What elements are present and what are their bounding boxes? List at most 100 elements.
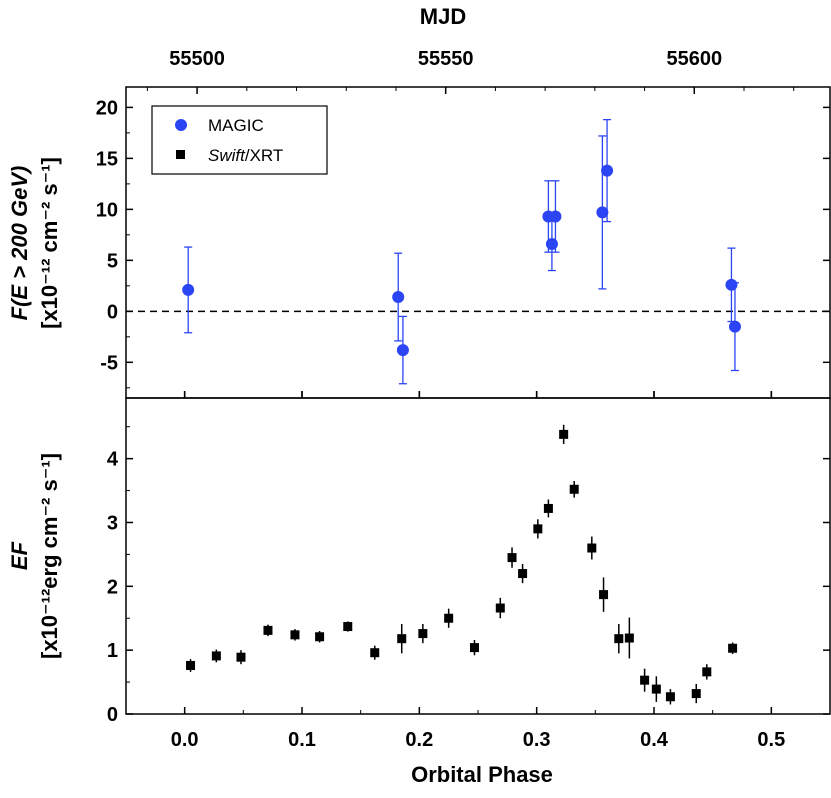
xrt-point <box>397 623 407 654</box>
legend-magic-label: MAGIC <box>208 116 264 135</box>
xrt-point <box>599 577 609 612</box>
xrt-marker <box>518 569 528 579</box>
top-y-tick-label: 5 <box>107 250 118 272</box>
top-y-axis-title-line2: [x10⁻¹² cm⁻² s⁻¹] <box>37 157 62 329</box>
xrt-marker <box>444 613 454 623</box>
xrt-point <box>691 683 701 704</box>
magic-point <box>396 315 409 385</box>
xrt-marker <box>370 648 380 658</box>
bottom-y-tick-label: 0 <box>107 704 118 726</box>
bottom-y-axis-title-line1: EF <box>7 541 32 570</box>
magic-marker <box>396 344 409 357</box>
xrt-point <box>444 608 454 628</box>
xrt-marker <box>186 660 196 670</box>
top-y-tick-label: -5 <box>100 352 118 374</box>
x-tick-label: 0.0 <box>171 729 199 751</box>
magic-marker <box>545 238 558 251</box>
xrt-point <box>236 650 246 665</box>
xrt-point <box>651 676 661 702</box>
xrt-point <box>518 563 528 584</box>
bottom-y-axis-title: EF [x10⁻¹²erg cm⁻² s⁻¹] <box>7 453 62 659</box>
magic-point <box>392 252 405 342</box>
magic-point <box>601 118 614 223</box>
bottom-panel-frame <box>125 397 831 715</box>
bottom-y-tick-label: 1 <box>107 640 118 662</box>
x-tick-label: 0.3 <box>523 729 551 751</box>
top-y-tick-label: 20 <box>96 97 118 119</box>
xrt-point <box>290 629 300 641</box>
top-y-tick-label: 0 <box>107 301 118 323</box>
xrt-marker <box>587 543 597 553</box>
xrt-marker <box>728 643 738 653</box>
legend: MAGIC Swift/XRT <box>151 105 328 175</box>
top-y-axis-title: F(E > 200 GeV) [x10⁻¹² cm⁻² s⁻¹] <box>7 157 62 329</box>
xrt-point <box>640 668 650 692</box>
legend-box <box>151 105 328 175</box>
axis-ticks: 555005555055600556500.00.10.20.30.40.5-5… <box>96 48 831 751</box>
bottom-y-axis-title-line2: [x10⁻¹²erg cm⁻² s⁻¹] <box>37 453 62 659</box>
magic-marker <box>182 283 195 296</box>
xrt-marker <box>397 634 407 644</box>
xrt-marker <box>651 684 661 694</box>
legend-magic-marker <box>175 119 187 131</box>
xrt-marker <box>469 643 479 653</box>
mjd-tick-label: 55500 <box>169 48 225 70</box>
bottom-y-tick-label: 2 <box>107 576 118 598</box>
magic-point <box>728 282 741 372</box>
xrt-marker <box>691 689 701 699</box>
magic-marker <box>601 164 614 177</box>
xrt-marker <box>263 625 273 635</box>
xrt-point <box>507 547 517 568</box>
xrt-point <box>702 664 712 680</box>
xrt-marker <box>236 652 246 662</box>
xrt-point <box>263 624 273 637</box>
x-tick-label: 0.5 <box>757 729 785 751</box>
xrt-point <box>343 621 353 632</box>
magic-point <box>549 180 562 253</box>
xrt-marker <box>211 651 221 661</box>
mjd-tick-label: 55600 <box>666 48 722 70</box>
bottom-y-tick-label: 4 <box>107 449 119 471</box>
xrt-point <box>728 642 738 654</box>
xrt-point <box>315 631 325 643</box>
magic-point <box>596 135 609 290</box>
xrt-point <box>559 424 569 444</box>
xrt-point <box>418 623 428 644</box>
x-tick-label: 0.1 <box>288 729 316 751</box>
xrt-marker <box>495 603 505 613</box>
legend-xrt-marker <box>176 150 185 159</box>
magic-point <box>182 246 195 334</box>
xrt-point <box>495 597 505 619</box>
mjd-axis-title: MJD <box>420 4 466 29</box>
xrt-marker <box>569 484 579 494</box>
xrt-marker <box>290 630 300 640</box>
xrt-marker <box>343 622 353 632</box>
xrt-marker <box>599 590 609 600</box>
xrt-marker <box>533 524 543 534</box>
xrt-marker <box>702 667 712 677</box>
legend-xrt-label: Swift/XRT <box>208 146 283 165</box>
xrt-point <box>665 689 675 705</box>
magic-marker <box>728 320 741 333</box>
magic-marker <box>596 206 609 219</box>
xrt-marker <box>507 553 517 563</box>
xrt-marker <box>559 429 569 439</box>
magic-marker <box>549 210 562 223</box>
top-y-tick-label: 15 <box>96 148 118 170</box>
magic-marker <box>392 291 405 304</box>
xrt-point <box>624 617 634 659</box>
xrt-point <box>370 645 380 660</box>
x-axis-title: Orbital Phase <box>411 762 553 787</box>
xrt-point <box>211 649 221 663</box>
x-tick-label: 0.2 <box>405 729 433 751</box>
mjd-tick-label: 55550 <box>418 48 474 70</box>
data-points <box>182 118 741 705</box>
xrt-marker <box>418 629 428 639</box>
xrt-point <box>587 536 597 560</box>
xrt-marker <box>665 692 675 702</box>
xrt-point <box>533 519 543 539</box>
xrt-point <box>186 659 196 672</box>
xrt-point <box>469 639 479 656</box>
xrt-marker <box>640 675 650 685</box>
